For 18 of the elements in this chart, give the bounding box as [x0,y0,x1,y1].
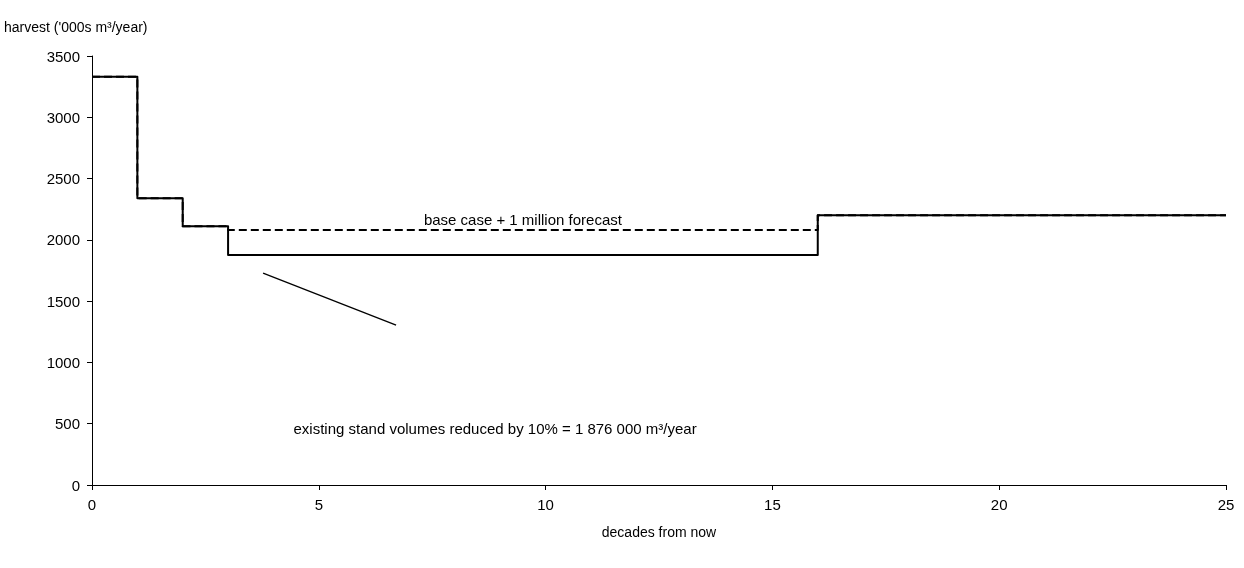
annotation: existing stand volumes reduced by 10% = 1 876 000 m³/year [293,420,697,438]
y-tick-label: 1500 [46,292,80,310]
y-tick-label: 500 [54,415,80,433]
x-tick-label: 25 [1217,496,1235,513]
annotation: base case + 1 million forecast [423,211,623,229]
y-axis-title: harvest ('000s m³/year) [4,19,148,35]
x-axis-title: decades from now [601,524,718,540]
x-tick-label: 5 [314,496,323,513]
y-tick-label: 3500 [46,47,80,65]
y-tick-label: 0 [71,476,80,494]
x-tick-label: 0 [87,496,97,513]
y-tick-label: 3000 [46,108,80,126]
x-tick-label: 15 [764,496,781,513]
y-tick-label: 1000 [46,353,80,371]
y-tick-label: 2000 [46,231,80,249]
x-tick-label: 10 [537,496,554,513]
x-tick-label: 20 [990,496,1008,513]
y-tick-label: 2500 [46,170,80,188]
